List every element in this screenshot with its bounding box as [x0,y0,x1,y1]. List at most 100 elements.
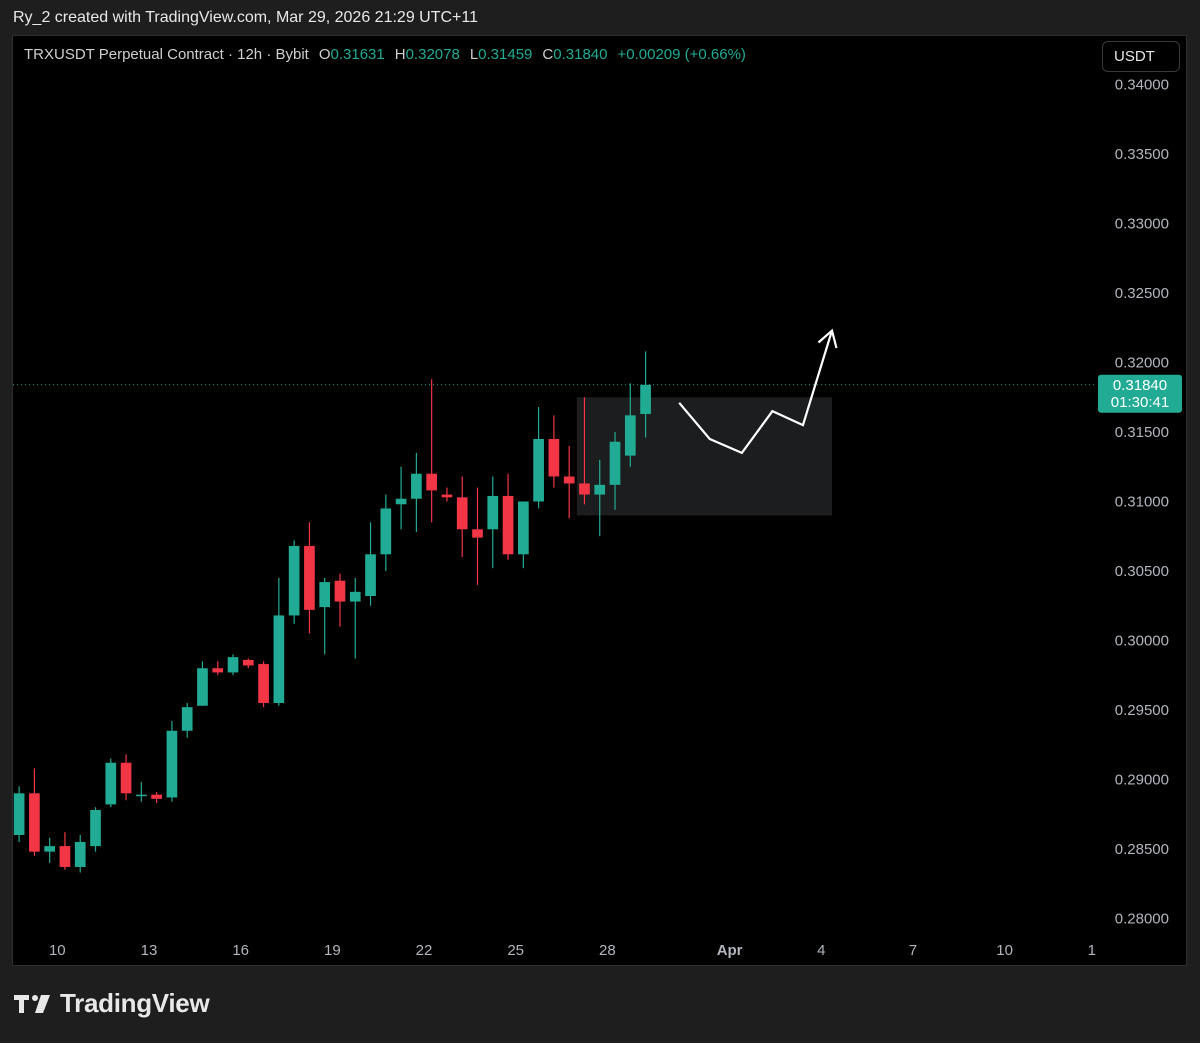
candle-body [13,793,25,835]
candle-body [319,582,331,608]
y-tick-label: 0.30500 [1115,563,1169,580]
candle [533,407,544,509]
y-tick-label: 0.30000 [1115,632,1169,649]
last-price-value: 0.31840 [1113,377,1167,394]
candle [594,459,606,537]
candle [487,476,499,569]
candle [304,522,315,634]
candle-body [426,473,438,491]
x-tick-label: 22 [416,942,433,959]
candle [59,832,71,870]
x-tick-label: 19 [324,942,341,959]
candle [472,487,483,585]
candle-body [365,554,376,596]
candle [563,445,575,519]
candle-body [380,508,392,555]
candle-body [120,762,132,794]
x-tick-label: 7 [909,942,917,959]
candle [90,807,101,852]
candle-body [472,529,483,538]
candle [548,415,560,488]
y-tick-label: 0.29000 [1115,771,1169,788]
candle [365,522,376,606]
candle [517,501,529,569]
candle-body [456,497,468,530]
candle [258,661,269,708]
candle-body [151,794,162,799]
x-tick-label: 4 [817,942,825,959]
y-tick-label: 0.34000 [1115,77,1169,94]
chart-caption: Ry_2 created with TradingView.com, Mar 2… [13,9,478,26]
candle [74,834,86,873]
candle [640,351,651,438]
candle [120,754,132,801]
candle-body [273,615,285,703]
candle-body [105,762,117,805]
high-label: H [394,46,406,63]
candle-body [411,473,422,499]
x-tick-label: 1 [1088,942,1096,959]
candle [166,721,178,802]
candle-body [74,841,86,867]
candle [624,383,636,467]
chart-panel[interactable]: 0.34000 0.33500 0.33000 0.32500 0.32000 0.315… [12,35,1187,966]
x-tick-label: 10 [996,942,1013,959]
candle [349,577,361,659]
candle [136,782,147,802]
x-tick-label: 16 [232,942,249,959]
candle-body [441,494,453,498]
candle-body [594,484,606,495]
projection-path [678,330,834,455]
candlestick-chart[interactable]: 0.34000 0.33500 0.33000 0.32500 0.32000 0.315… [13,36,1187,966]
candle-body [487,495,499,530]
candle-body [548,438,560,477]
symbol-title[interactable]: TRXUSDT Perpetual Contract · 12h · Bybit [24,46,309,63]
candle-body [136,794,147,797]
change-value: +0.00209 (+0.66%) [617,46,746,63]
currency-button[interactable]: USDT [1102,41,1180,72]
candle [426,379,438,523]
candle [319,577,331,655]
candle [395,466,407,530]
high-value: 0.32078 [405,46,460,63]
candle-body [517,501,529,555]
candle [609,432,621,510]
candle [13,786,25,842]
candle-body [334,580,346,602]
candle [227,654,239,676]
candle-body [181,707,193,731]
last-price-tag-bg [1098,374,1182,413]
candle-body [197,668,208,706]
candle-body [242,659,254,666]
candle-body [59,846,71,867]
candle [288,540,300,624]
y-tick-label: 0.31000 [1115,494,1169,511]
tradingview-brand: TradingView [14,988,210,1019]
candle-body [90,809,101,847]
candle-body [166,730,178,798]
y-tick-label: 0.32000 [1115,355,1169,372]
candle [334,573,346,627]
candle-body [349,591,361,602]
y-tick-label: 0.29500 [1115,702,1169,719]
y-tick-label: 0.33000 [1115,216,1169,233]
candle-body [563,476,575,484]
y-tick-label: 0.28500 [1115,841,1169,858]
x-tick-label: Apr [717,942,743,959]
candle [380,494,392,571]
candle-body [258,664,269,703]
candle [212,661,224,676]
open-label: O [318,46,331,63]
candle-body [44,846,56,852]
candle-body [609,441,621,485]
projection-arrow-head [817,328,838,349]
candle-body [304,545,315,610]
candle [181,702,193,738]
x-tick-label: 25 [507,942,524,959]
brand-name: TradingView [60,988,210,1018]
x-tick-label: 10 [49,942,66,959]
y-tick-label: 0.32500 [1115,285,1169,302]
candle-body [212,668,224,673]
y-tick-label: 0.28000 [1115,910,1169,927]
